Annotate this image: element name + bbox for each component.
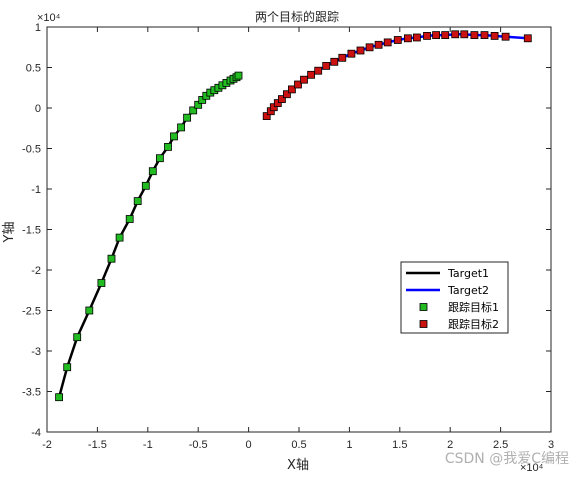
data-point [189,106,198,115]
data-point [338,53,347,62]
data-point [277,95,286,103]
data-point [441,31,450,40]
x-tick-label: 3 [548,439,554,451]
data-point [73,333,82,342]
data-point [365,43,374,52]
data-point [125,215,134,223]
data-point [85,306,94,315]
data-point [460,30,469,39]
data-point [97,279,106,287]
x-tick-label: -0.5 [189,439,208,451]
data-point [164,142,172,151]
data-point [356,46,365,55]
data-point [294,80,302,89]
x-tick-label: -1 [143,439,153,451]
legend-label: Target2 [447,284,489,297]
data-point [451,30,460,39]
x-tick-label: 1 [346,439,352,451]
data-point [63,363,72,372]
data-point [155,154,164,163]
data-point [262,112,271,120]
y-tick-label: -1 [31,184,41,196]
data-point [523,34,532,43]
legend: Target1 Target2 跟踪目标1 跟踪目标2 [400,261,509,334]
x-axis-label: X轴 [287,458,309,473]
data-point [300,75,308,84]
y-tick-label: -1.5 [22,225,41,237]
y-exponent-label: ×10⁴ [37,12,61,24]
data-point [177,123,186,132]
y-tick-label: 1 [35,22,41,34]
data-point [107,254,116,263]
data-point [194,100,203,109]
y-tick-label: -2 [31,265,41,277]
data-point [412,33,421,42]
data-point [383,38,392,47]
data-point [322,62,331,70]
x-tick-label: 0 [246,439,252,451]
y-tick-label: 0.5 [26,63,41,75]
legend-label: 跟踪目标1 [448,300,499,314]
watermark: CSDN @我爱C编程 [444,451,569,467]
data-point [490,32,499,40]
data-point [55,393,63,402]
legend-swatch-marker [419,320,428,328]
legend-label: 跟踪目标2 [448,317,499,331]
data-point [403,34,412,43]
data-point [314,66,323,75]
series-layer [55,30,532,402]
x-exponent-label: ×10⁴ [520,462,544,474]
data-point [423,32,431,40]
data-point [393,36,402,44]
data-point [374,40,383,49]
data-point [307,70,316,79]
data-point [269,103,278,112]
data-point [470,31,479,40]
data-point [347,49,356,58]
y-tick-label: -0.5 [22,144,41,156]
x-tick-label: -2 [42,439,52,451]
legend-swatch-marker [419,303,428,311]
data-point [501,32,510,41]
y-tick-label: 0 [35,103,41,115]
data-point [198,96,207,104]
y-axis-label: Y轴 [2,222,17,244]
data-point [330,57,339,66]
x-axis-ticks: -2 -1.5 -1 -0.5 0 0.5 1 1.5 2 2.5 3 [42,27,554,451]
x-tick-label: 2 [447,439,453,451]
data-point [432,31,441,40]
series-markers-3 [55,71,243,402]
data-point [148,167,157,176]
x-tick-label: 2.5 [493,439,508,451]
data-point [282,90,291,99]
data-point [287,85,296,94]
data-point [273,99,282,107]
y-axis-ticks: -4 -3.5 -3 -2.5 -2 -1.5 -1 -0.5 0 0.5 1 [22,22,551,439]
data-point [183,113,192,122]
legend-label: Target1 [447,267,489,280]
data-point [480,31,489,40]
y-tick-label: -3 [31,346,41,358]
data-point [133,197,142,206]
series-markers-4 [262,30,532,120]
data-point [170,132,178,141]
data-point [141,181,150,190]
chart-title: 两个目标的跟踪 [255,9,339,24]
data-point [234,71,243,80]
y-tick-label: -4 [31,427,41,439]
y-tick-label: -3.5 [22,387,41,399]
y-tick-label: -2.5 [22,306,41,318]
x-tick-label: -1.5 [88,439,107,451]
x-tick-label: 0.5 [291,439,306,451]
x-tick-label: 1.5 [392,439,407,451]
data-point [115,233,124,242]
